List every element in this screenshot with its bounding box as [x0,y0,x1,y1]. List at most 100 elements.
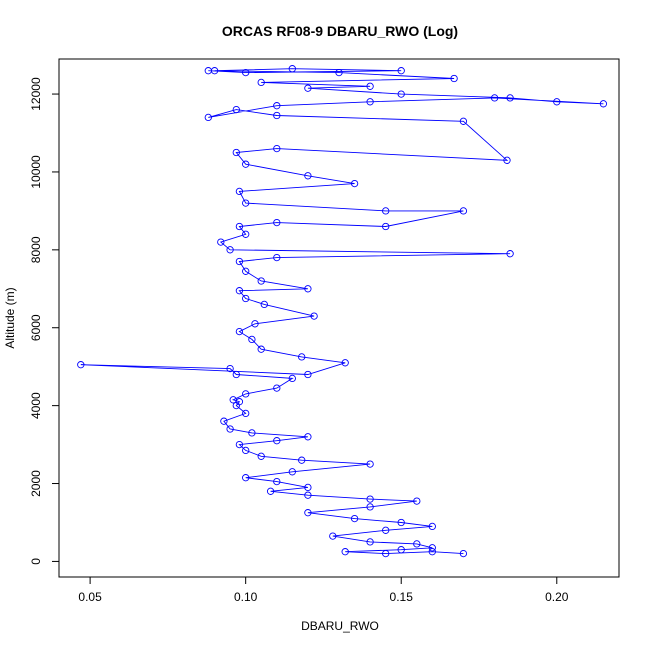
data-point [257,277,265,285]
data-point [459,117,468,125]
data-point [304,285,312,293]
data-point [217,238,225,246]
data-point [232,105,240,114]
data-point [257,452,265,460]
series-layer [77,65,608,558]
data-point [503,156,511,164]
data-point [304,172,312,180]
data-point [273,384,281,392]
data-point [226,246,234,254]
data-point [242,390,250,398]
data-point [248,429,256,437]
data-point [382,222,390,231]
data-point [242,474,250,482]
data-point [366,460,374,468]
data-point [235,187,244,196]
data-point [204,67,212,75]
data-point [273,437,281,445]
data-point [366,538,374,546]
data-point [242,160,250,168]
data-point [341,548,349,556]
data-point [304,433,312,441]
data-point [553,98,561,106]
data-point [304,483,312,492]
data-point [298,353,306,361]
data-point [229,396,237,404]
x-tick-label: 0.05 [78,590,102,604]
data-point [490,94,499,102]
y-tick-label: 12000 [29,77,43,111]
data-point [266,487,275,495]
data-point [397,546,405,554]
x-axis: 0.05 0.10 0.15 0.20 [78,577,569,604]
data-point [397,518,405,527]
data-point [226,364,234,373]
data-point [288,468,296,476]
data-point [382,549,390,558]
data-point [459,207,468,215]
data-point [366,495,374,503]
y-tick-label: 8000 [29,236,43,263]
data-point [304,491,312,499]
data-point [257,345,265,353]
data-point [599,100,608,108]
data-point [382,526,390,534]
data-point [428,544,436,552]
data-point [242,230,250,238]
data-point [242,267,250,275]
data-point [397,67,405,75]
y-axis: 0 2000 4000 6000 8000 10000 12000 [29,77,59,565]
data-point [335,68,343,77]
data-point [304,84,312,92]
x-axis-label: DBARU_RWO [301,619,379,633]
data-point [273,253,281,262]
data-point [273,477,281,486]
data-point [232,370,240,379]
data-point [459,549,468,558]
plot-frame [58,58,620,578]
data-point [506,250,514,258]
x-tick-label: 0.20 [545,590,569,604]
data-point [235,287,244,295]
series-line [80,68,604,555]
data-point [273,111,281,120]
data-point [235,222,244,231]
data-point [242,409,250,418]
data-point [235,257,244,266]
data-point [273,144,281,153]
data-point [235,327,244,336]
data-point [232,148,240,157]
data-point [273,218,281,227]
data-point [329,532,337,540]
data-point [450,74,458,83]
chart-title: ORCAS RF08-9 DBARU_RWO (Log) [222,23,458,39]
data-point [428,548,436,556]
y-tick-label: 10000 [29,155,43,189]
y-tick-label: 2000 [29,470,43,497]
data-point [366,82,374,90]
data-point [506,94,514,102]
data-point [226,425,234,433]
data-point [341,359,349,367]
data-point [304,370,312,379]
data-point [235,440,244,449]
data-point [242,446,250,455]
y-axis-label: Altitude (m) [3,287,17,348]
data-point [248,335,256,344]
data-point [257,78,265,87]
data-point [220,417,228,425]
data-point [350,179,359,188]
data-point [382,207,390,215]
data-point [310,312,318,320]
data-point [251,320,259,328]
data-point [273,102,281,110]
data-point [242,199,250,207]
y-tick-label: 6000 [29,314,43,341]
data-point [204,113,212,122]
data-point [242,68,250,77]
x-tick-label: 0.15 [390,590,414,604]
data-point [77,361,85,369]
data-point [298,456,306,464]
data-point [366,503,374,511]
